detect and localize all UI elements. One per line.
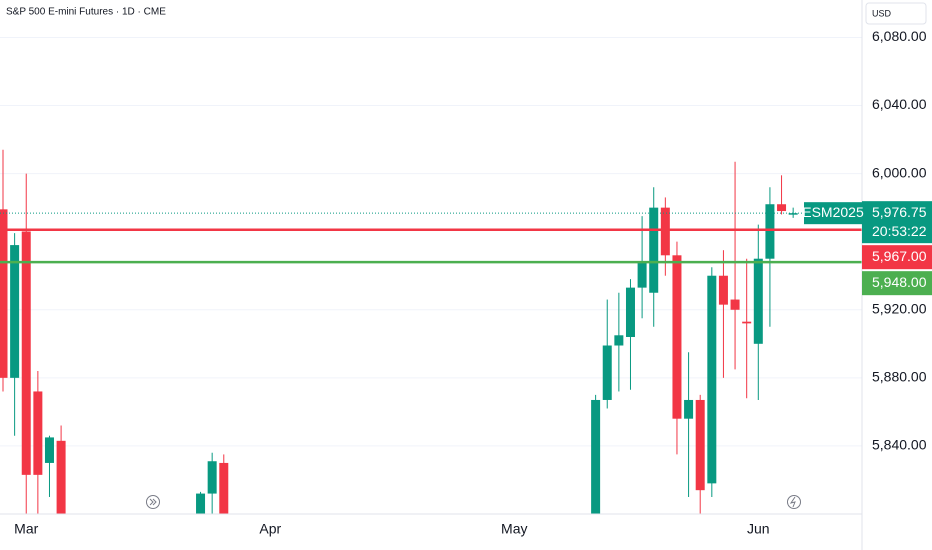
- axis: 5,840.00 5,880.00 5,920.00 6,000.00 6,040.00…: [14, 28, 932, 537]
- y-tick-label: 6,000.00: [872, 164, 927, 180]
- candle-body: [672, 255, 682, 419]
- candle-body: [196, 493, 206, 514]
- x-tick-label: May: [501, 521, 527, 537]
- candle-body: [660, 207, 670, 256]
- candle-body: [788, 213, 798, 215]
- candle-body: [56, 440, 66, 514]
- x-tick-label: Mar: [14, 521, 38, 537]
- candle-body: [765, 204, 775, 259]
- y-tick-label: 5,840.00: [872, 437, 927, 453]
- candle-body: [707, 275, 717, 484]
- last-price-label: 5,976.75: [872, 204, 927, 220]
- candle-body: [695, 399, 705, 491]
- countdown: 20:53:22: [872, 223, 927, 239]
- price-line-label: 5,948.00: [872, 274, 927, 290]
- candle-body: [602, 345, 612, 400]
- candle-body: [591, 399, 601, 514]
- price-line-tag: [862, 245, 932, 270]
- currency[interactable]: USD: [872, 8, 892, 18]
- y-tick-label: 5,880.00: [872, 369, 927, 385]
- y-tick-label: 5,920.00: [872, 300, 927, 316]
- y-tick-label: 6,080.00: [872, 28, 927, 44]
- candle-body: [649, 207, 659, 293]
- y-tick-label: 6,040.00: [872, 96, 927, 112]
- candle-body: [0, 209, 8, 378]
- candle-body: [777, 204, 787, 212]
- event-icon[interactable]: [787, 495, 801, 509]
- candle-body: [33, 391, 43, 475]
- candle-body: [753, 258, 763, 344]
- x-tick-label: Jun: [747, 521, 770, 537]
- candle-body: [614, 335, 624, 346]
- x-tick-label: Apr: [259, 521, 281, 537]
- candle-body: [219, 462, 229, 514]
- price-line-tag: [862, 271, 932, 296]
- symbol-tag: [804, 202, 862, 225]
- candle-body: [684, 399, 694, 419]
- currency-box[interactable]: [865, 2, 927, 25]
- candle-body: [730, 299, 740, 310]
- candle-body: [10, 245, 20, 378]
- symbol-label: ESM2025: [802, 204, 864, 220]
- last-price-tag: [862, 201, 932, 244]
- candle-body: [625, 287, 635, 337]
- plot: [0, 149, 862, 514]
- candle-body: [21, 231, 31, 475]
- event-icon[interactable]: [146, 495, 160, 509]
- price-line-label: 5,967.00: [872, 248, 927, 264]
- candle-body: [718, 275, 728, 305]
- chart-title: S&P 500 E-mini Futures · 1D · CME: [6, 7, 166, 18]
- candle-body: [637, 262, 647, 288]
- candle-body: [742, 321, 752, 324]
- candle-body: [207, 461, 217, 494]
- candle-body: [44, 437, 54, 463]
- grid: [0, 36, 862, 447]
